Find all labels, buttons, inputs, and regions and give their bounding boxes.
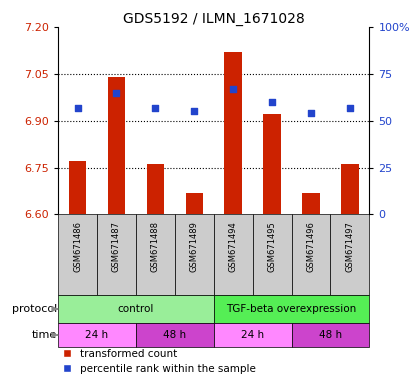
Text: GSM671489: GSM671489 [190, 221, 199, 272]
Title: GDS5192 / ILMN_1671028: GDS5192 / ILMN_1671028 [123, 12, 305, 26]
Text: protocol: protocol [12, 304, 57, 314]
Text: 24 h: 24 h [85, 330, 109, 340]
Text: 24 h: 24 h [241, 330, 264, 340]
Legend: transformed count, percentile rank within the sample: transformed count, percentile rank withi… [63, 349, 256, 374]
Point [152, 104, 159, 111]
Point [347, 104, 353, 111]
Text: 48 h: 48 h [319, 330, 342, 340]
Bar [146, 164, 164, 215]
Point [113, 89, 120, 96]
Bar [214, 295, 369, 323]
Text: time: time [32, 330, 57, 340]
Bar [264, 114, 281, 215]
Bar [58, 295, 214, 323]
Bar [186, 193, 203, 215]
Bar [302, 193, 320, 215]
Text: GSM671497: GSM671497 [345, 221, 354, 272]
Text: GSM671488: GSM671488 [151, 221, 160, 272]
Bar [291, 215, 330, 295]
Bar [225, 52, 242, 215]
Bar [97, 215, 136, 295]
Text: GSM671494: GSM671494 [229, 221, 238, 271]
Point [230, 86, 237, 92]
Bar [136, 215, 175, 295]
Bar [330, 215, 369, 295]
Bar [108, 77, 125, 215]
Text: GSM671496: GSM671496 [307, 221, 315, 272]
Bar [58, 215, 97, 295]
Bar [214, 215, 253, 295]
Text: GSM671495: GSM671495 [268, 221, 276, 271]
Bar [214, 323, 292, 347]
Text: GSM671487: GSM671487 [112, 221, 121, 272]
Bar [291, 323, 369, 347]
Bar [175, 215, 214, 295]
Bar [69, 161, 86, 215]
Point [74, 104, 81, 111]
Point [269, 99, 276, 105]
Point [308, 110, 314, 116]
Bar [341, 164, 359, 215]
Bar [58, 323, 136, 347]
Bar [253, 215, 292, 295]
Text: GSM671486: GSM671486 [73, 221, 82, 272]
Point [191, 108, 198, 114]
Text: 48 h: 48 h [163, 330, 186, 340]
Bar [136, 323, 214, 347]
Text: TGF-beta overexpression: TGF-beta overexpression [227, 304, 356, 314]
Text: control: control [118, 304, 154, 314]
